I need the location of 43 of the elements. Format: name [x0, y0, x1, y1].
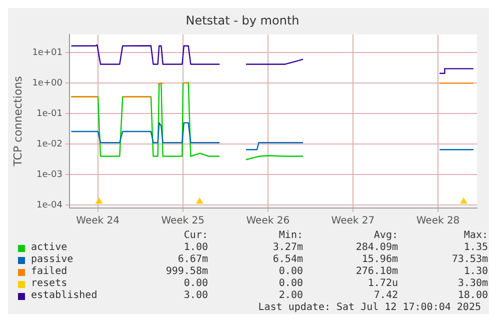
text: 3.30m: [456, 278, 488, 290]
legend-label: active: [31, 242, 68, 254]
y-axis-title: TCP connections: [11, 76, 24, 168]
x-tick-label: Week 25: [161, 216, 205, 227]
x-tick-label: Week 28: [416, 216, 460, 227]
text: 15.96m: [360, 254, 398, 266]
text: Avg:: [372, 230, 398, 242]
text: 284.09m: [354, 242, 398, 254]
y-tick-label: 1e+01: [32, 48, 62, 58]
text: 7.42: [372, 290, 398, 302]
y-tick-label: 1e-03: [36, 170, 62, 180]
text: 6.67m: [176, 254, 208, 266]
x-tick-label: Week 27: [331, 216, 375, 227]
y-tick-label: 1e-02: [36, 139, 62, 150]
legend-label: failed: [31, 266, 68, 278]
text: 1.30: [462, 266, 488, 278]
y-tick-label: 1e-01: [36, 109, 62, 120]
x-tick-label: Week 24: [76, 216, 120, 227]
text: 18.00: [456, 290, 488, 302]
text: 1.35: [462, 242, 488, 254]
text: 1.72u: [366, 278, 398, 290]
legend-label: resets: [31, 278, 68, 290]
text: Max:: [462, 230, 488, 242]
y-tick-label: 1e-04: [36, 200, 63, 210]
text: 0.00: [278, 278, 303, 290]
text: Cur:: [182, 230, 208, 242]
x-tick-label: Week 26: [246, 216, 290, 227]
text: 0.00: [182, 278, 208, 290]
legend-label: passive: [31, 254, 74, 266]
text: 6.54m: [272, 254, 303, 266]
text: Last update: Sat Jul 12 17:00:04 2025: [257, 302, 481, 314]
y-tick-label: 1e+00: [32, 78, 63, 89]
text: 3.27m: [272, 242, 303, 254]
text: Min:: [278, 230, 303, 242]
legend-label: established: [31, 290, 98, 302]
text: 999.58m: [164, 266, 208, 278]
text: 1.00: [182, 242, 208, 254]
text: 73.53m: [450, 254, 488, 266]
text: 0.00: [278, 266, 303, 278]
text: 276.10m: [354, 266, 398, 278]
text: 2.00: [278, 290, 303, 302]
chart-title: Netstat - by month: [186, 13, 300, 28]
text: 3.00: [182, 290, 208, 302]
